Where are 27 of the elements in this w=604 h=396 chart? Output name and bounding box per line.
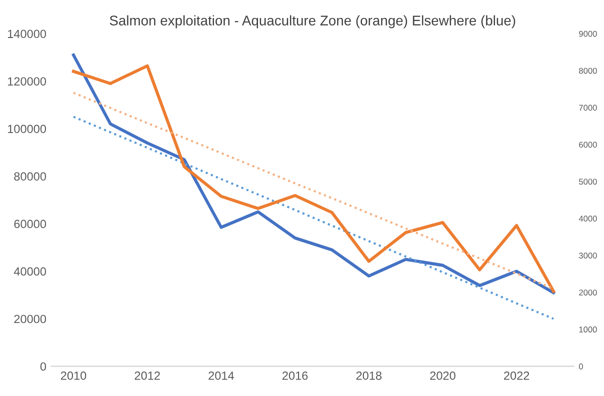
x-tick-label: 2012: [134, 371, 160, 380]
y-tick-label: 0: [40, 362, 46, 371]
x-tick-label: 2010: [60, 371, 86, 380]
y-tick-label: 60000: [14, 220, 46, 228]
y2-tick-label: 7000: [579, 104, 597, 111]
y2-tick-label: 9000: [579, 30, 597, 37]
y2-tick-label: 2000: [579, 290, 597, 296]
y-tick-label: 20000: [14, 314, 46, 324]
y2-tick-label: 3000: [578, 252, 597, 259]
chart-title: Salmon exploitation - Aquaculture Zone (orange) Elsewhere (blue): [110, 15, 516, 28]
y-tick-label: 80000: [14, 172, 46, 181]
x-tick-label: 2022: [504, 371, 530, 380]
y2-tick-label: 5000: [578, 178, 597, 185]
y-tick-label: 140000: [8, 30, 46, 38]
x-tick-label: 2014: [208, 371, 234, 380]
y2-tick-label: 4000: [578, 216, 597, 222]
y-tick-label: 40000: [14, 267, 46, 276]
y2-tick-label: 1000: [579, 326, 597, 332]
y-tick-label: 100000: [8, 124, 46, 134]
x-tick-label: 2016: [282, 371, 308, 380]
y2-tick-label: 8000: [579, 68, 597, 74]
y2-tick-label: 6000: [579, 142, 597, 148]
x-tick-label: 2018: [356, 371, 382, 380]
y2-tick-label: 0: [578, 364, 583, 370]
y-tick-label: 120000: [8, 77, 46, 86]
line-series: [72, 116, 555, 320]
x-tick-label: 2020: [430, 371, 456, 380]
